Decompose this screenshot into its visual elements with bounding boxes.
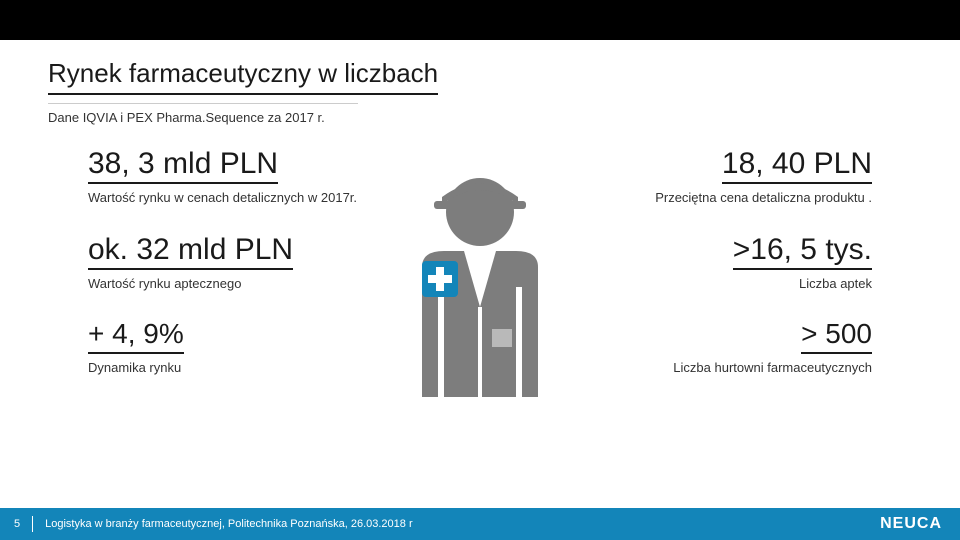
stat-label: Wartość rynku w cenach detalicznych w 20… bbox=[88, 190, 360, 207]
stat-value: + 4, 9% bbox=[88, 319, 184, 354]
stat-block: 18, 40 PLN Przeciętna cena detaliczna pr… bbox=[600, 147, 872, 207]
stat-label: Dynamika rynku bbox=[88, 360, 360, 377]
stats-right-column: 18, 40 PLN Przeciętna cena detaliczna pr… bbox=[600, 147, 872, 407]
stat-label: Przeciętna cena detaliczna produktu . bbox=[600, 190, 872, 207]
footer-separator bbox=[32, 516, 33, 532]
pharmacist-icon bbox=[380, 157, 580, 407]
footer-bar: 5 Logistyka w branży farmaceutycznej, Po… bbox=[0, 508, 960, 540]
stat-block: ok. 32 mld PLN Wartość rynku aptecznego bbox=[88, 233, 360, 293]
stat-block: 38, 3 mld PLN Wartość rynku w cenach det… bbox=[88, 147, 360, 207]
stat-value: > 500 bbox=[801, 319, 872, 354]
stat-value: >16, 5 tys. bbox=[733, 233, 872, 270]
footer-logo: NEUCA bbox=[880, 515, 942, 533]
content-area: Rynek farmaceutyczny w liczbach Dane IQV… bbox=[0, 40, 960, 407]
stat-value: ok. 32 mld PLN bbox=[88, 233, 293, 270]
slide-subtitle: Dane IQVIA i PEX Pharma.Sequence za 2017… bbox=[48, 103, 358, 125]
footer-text: Logistyka w branży farmaceutycznej, Poli… bbox=[45, 518, 412, 530]
main-columns: 38, 3 mld PLN Wartość rynku w cenach det… bbox=[48, 147, 912, 407]
stat-block: >16, 5 tys. Liczba aptek bbox=[600, 233, 872, 293]
stat-label: Liczba aptek bbox=[600, 276, 872, 293]
stat-label: Wartość rynku aptecznego bbox=[88, 276, 360, 293]
stats-left-column: 38, 3 mld PLN Wartość rynku w cenach det… bbox=[88, 147, 360, 407]
center-illustration bbox=[380, 147, 580, 407]
stat-value: 38, 3 mld PLN bbox=[88, 147, 278, 184]
stat-value: 18, 40 PLN bbox=[722, 147, 872, 184]
top-bar bbox=[0, 0, 960, 40]
stat-block: + 4, 9% Dynamika rynku bbox=[88, 319, 360, 377]
stat-label: Liczba hurtowni farmaceutycznych bbox=[600, 360, 872, 377]
stat-block: > 500 Liczba hurtowni farmaceutycznych bbox=[600, 319, 872, 377]
slide-title: Rynek farmaceutyczny w liczbach bbox=[48, 58, 438, 95]
page-number: 5 bbox=[14, 518, 32, 530]
